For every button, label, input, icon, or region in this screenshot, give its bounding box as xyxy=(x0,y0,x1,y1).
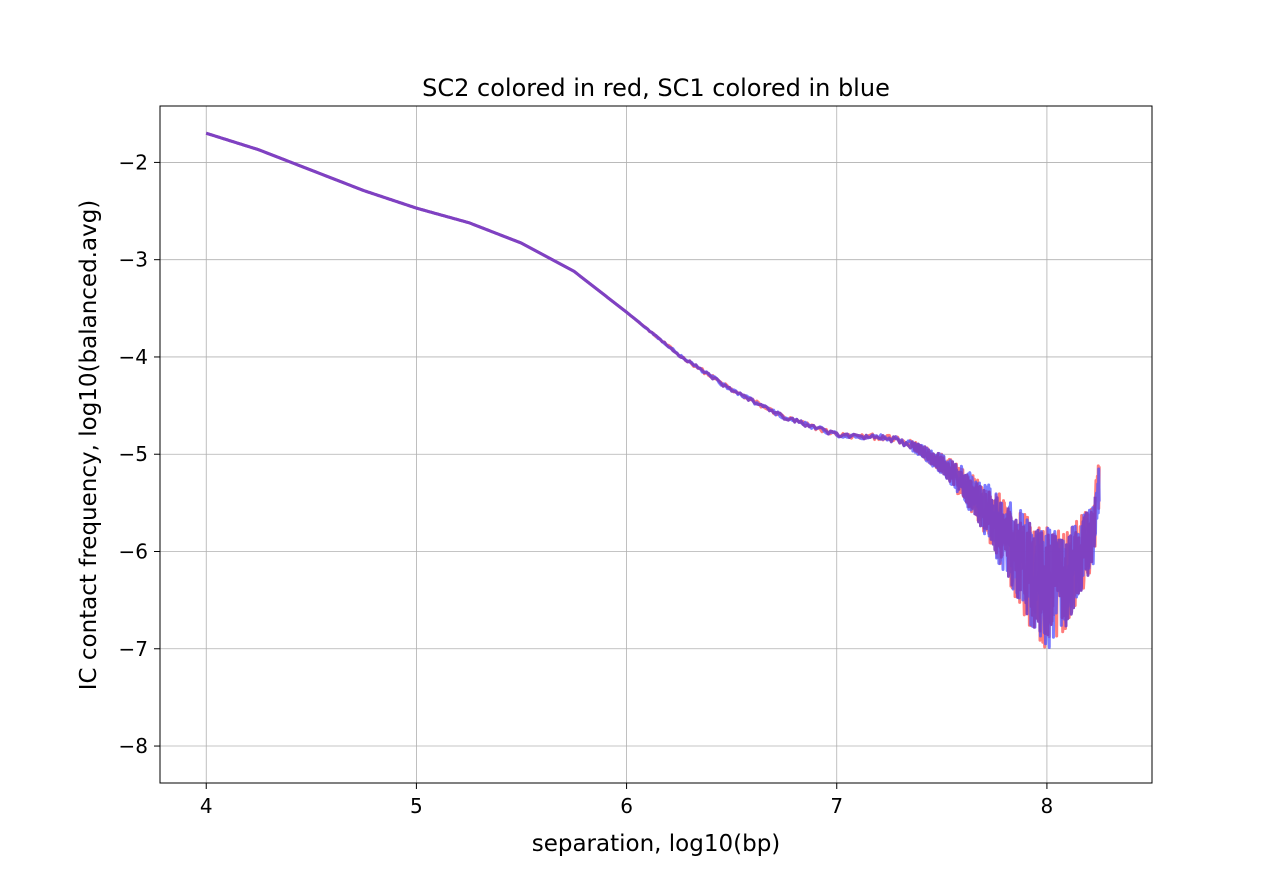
y-tick-label: −3 xyxy=(119,248,148,272)
x-tick-label: 6 xyxy=(620,794,633,818)
axis-ticks: 4 5 6 7 8 −2 −3 −4 −5 −6 −7 −8 xyxy=(119,150,1054,818)
series-layer xyxy=(205,131,1101,649)
x-tick-label: 7 xyxy=(830,794,843,818)
x-tick-label: 4 xyxy=(200,794,213,818)
y-axis-label: IC contact frequency, log10(balanced.avg… xyxy=(76,200,102,691)
series-line-sc2 xyxy=(205,131,1101,649)
y-tick-label: −6 xyxy=(119,539,148,563)
chart-title: SC2 colored in red, SC1 colored in blue xyxy=(422,74,890,102)
x-tick-label: 5 xyxy=(410,794,423,818)
y-tick-label: −5 xyxy=(119,442,148,466)
y-tick-label: −4 xyxy=(119,345,148,369)
grid-lines xyxy=(160,106,1152,783)
x-tick-label: 8 xyxy=(1041,794,1054,818)
series-line-sc1 xyxy=(205,131,1101,649)
plot-frame xyxy=(159,105,1153,784)
x-axis-label: separation, log10(bp) xyxy=(532,831,781,857)
y-tick-label: −7 xyxy=(119,637,148,661)
y-tick-label: −8 xyxy=(119,734,148,758)
series-overlap-line xyxy=(205,131,1097,637)
y-tick-label: −2 xyxy=(119,150,148,174)
